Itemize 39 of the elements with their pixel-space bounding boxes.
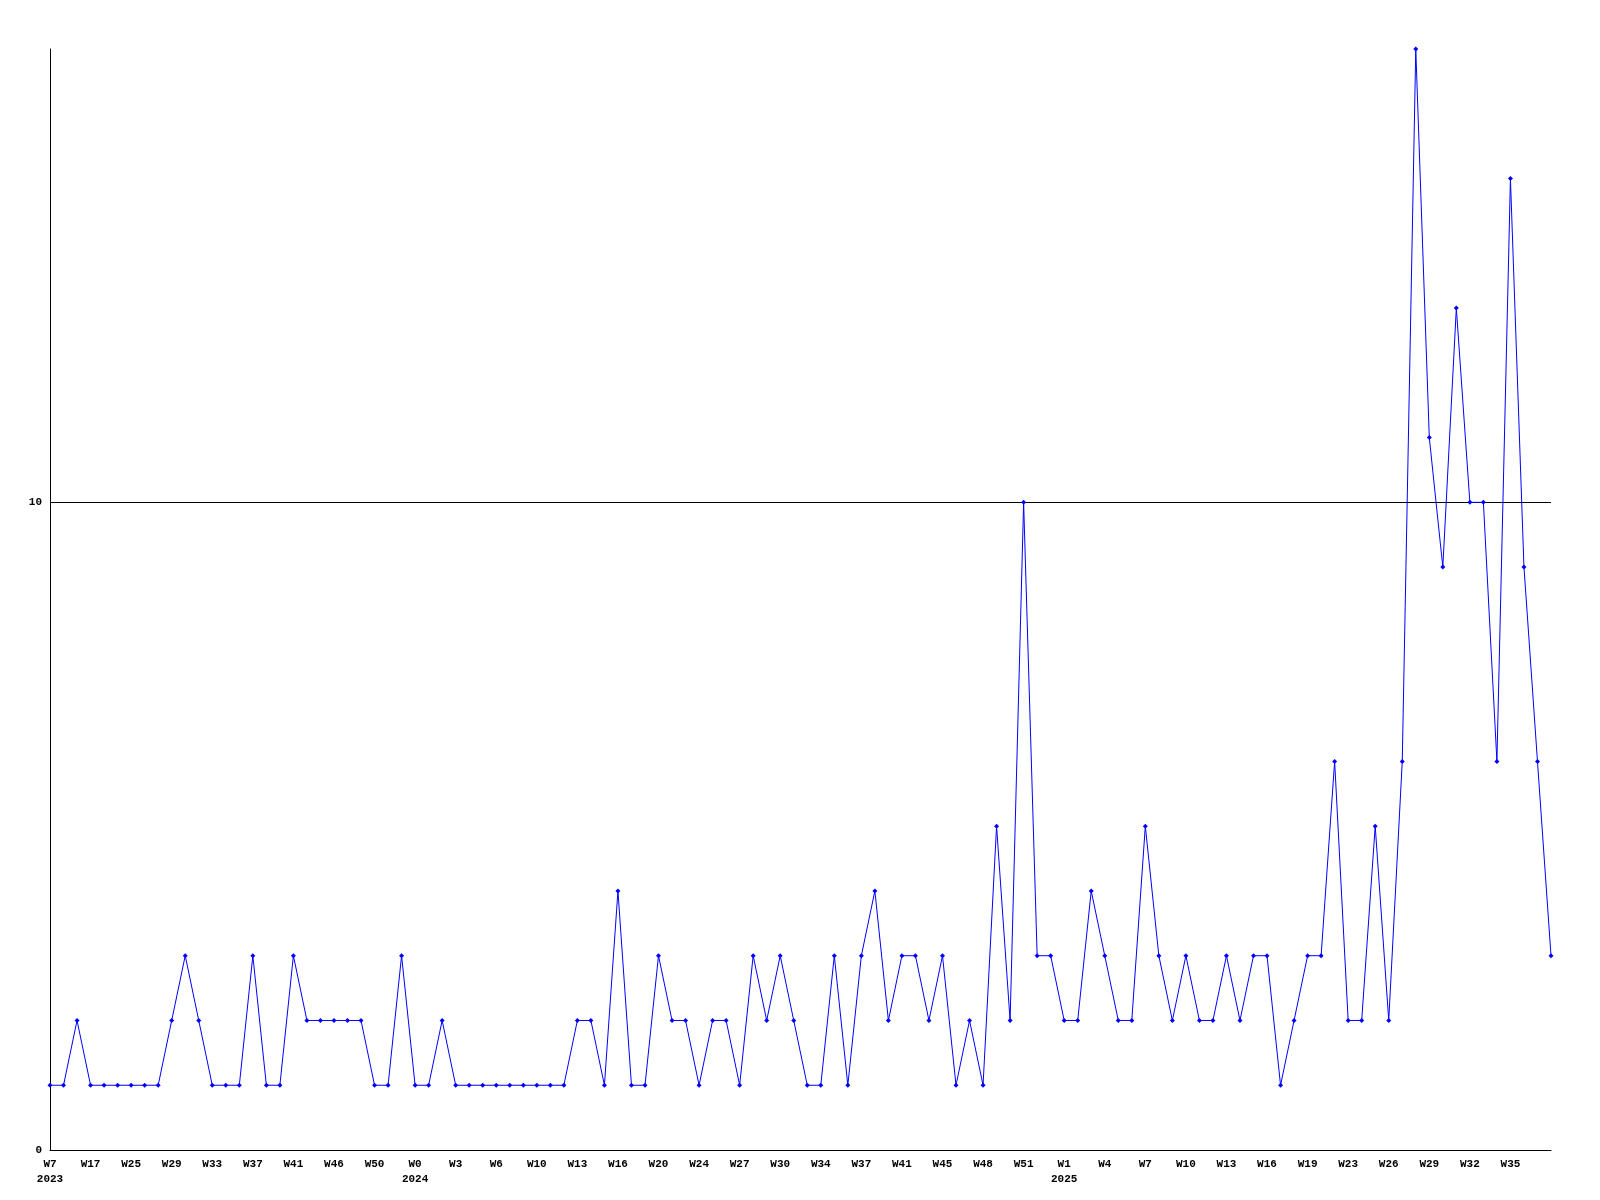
x-tick-label: W1 2025: [1050, 1157, 1078, 1185]
x-tick-label: W4: [1098, 1157, 1112, 1170]
x-tick-label: W37: [851, 1157, 872, 1170]
x-tick-label: W51: [1013, 1157, 1034, 1170]
x-tick-label: W50: [364, 1157, 385, 1170]
x-tick-label: W19: [1297, 1157, 1318, 1170]
x-tick-label: W45: [932, 1157, 953, 1170]
x-tick-label: W30: [770, 1157, 791, 1170]
x-tick-label: W10: [526, 1157, 547, 1170]
x-tick-label: W41: [283, 1157, 304, 1170]
x-tick-label: W34: [810, 1157, 832, 1170]
x-tick-label: W16: [1257, 1157, 1277, 1170]
x-tick-label: W7 2023: [36, 1157, 64, 1185]
x-tick-label: W41: [892, 1157, 913, 1170]
x-tick-label: W13: [567, 1157, 588, 1170]
x-tick-label: W0 2024: [401, 1157, 429, 1185]
x-tick-label: W29: [1419, 1157, 1440, 1170]
x-tick-label: W10: [1175, 1157, 1196, 1170]
x-tick-label: W48: [973, 1157, 994, 1170]
x-tick-label: W20: [648, 1157, 669, 1170]
x-tick-label: W46: [324, 1157, 344, 1170]
x-tick-label: W17: [80, 1157, 101, 1170]
x-tick-label: W32: [1459, 1157, 1480, 1170]
x-tick-label: W3: [449, 1157, 463, 1170]
x-tick-label: W24: [689, 1157, 710, 1170]
x-tick-label: W6: [489, 1157, 503, 1170]
x-tick-label: W29: [161, 1157, 182, 1170]
y-tick-label: 10: [28, 496, 42, 509]
x-tick-label: W25: [121, 1157, 142, 1170]
x-tick-label: W33: [202, 1157, 223, 1170]
y-tick-label: 0: [35, 1144, 42, 1156]
x-tick-label: W13: [1216, 1157, 1237, 1170]
x-tick-label: W23: [1338, 1157, 1359, 1170]
x-tick-label: W16: [608, 1157, 628, 1170]
x-tick-label: W26: [1378, 1157, 1399, 1170]
x-tick-label: W37: [242, 1157, 263, 1170]
x-tick-label: W27: [729, 1157, 750, 1170]
x-tick-label: W7: [1138, 1157, 1152, 1170]
x-tick-label: W35: [1500, 1157, 1521, 1170]
